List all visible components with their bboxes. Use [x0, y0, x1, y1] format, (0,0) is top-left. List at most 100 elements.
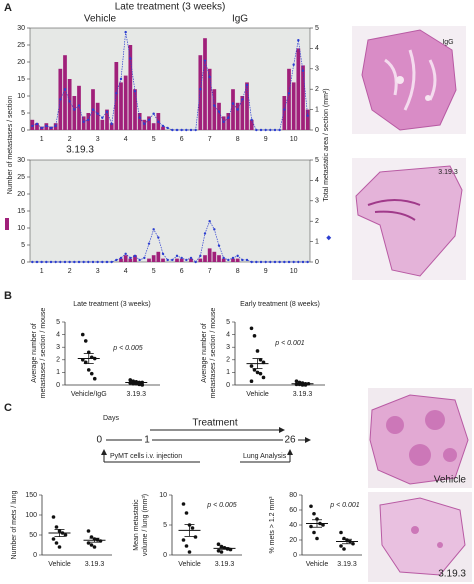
area-point	[171, 258, 174, 262]
bar	[240, 96, 245, 130]
area-point	[231, 256, 235, 260]
bar	[282, 96, 287, 130]
area-point	[222, 120, 225, 124]
y-tick-label: 5	[21, 110, 25, 117]
x-tick-label: 7	[208, 136, 212, 143]
chart-title: 3.19.3	[66, 145, 94, 156]
bar	[189, 258, 193, 262]
y-tick-label: 30	[17, 157, 25, 164]
bar	[235, 102, 240, 130]
area-point	[264, 260, 267, 264]
data-point	[261, 375, 266, 380]
chart-title: Late treatment (3 weeks)	[73, 301, 150, 308]
bar	[212, 251, 217, 262]
y-axis-label: Mean metastatic	[133, 499, 140, 551]
y-tick-label: 2	[56, 357, 60, 364]
event-label: PyMT cells i.v. injection	[110, 453, 182, 460]
area-point	[171, 128, 174, 132]
bar	[198, 55, 203, 131]
x-tick-label: 9	[264, 268, 268, 275]
bar	[198, 258, 203, 262]
area-point	[91, 108, 95, 111]
data-point	[89, 371, 94, 376]
area-point	[133, 90, 137, 93]
area-point	[152, 228, 155, 231]
bar	[100, 119, 105, 130]
area-point	[273, 260, 277, 264]
bar	[221, 258, 226, 262]
x-tick-label: Vehicle/IgG	[71, 391, 107, 398]
image-label: IgG	[442, 39, 453, 46]
p-value: p < 0.005	[112, 345, 142, 352]
area-point	[115, 92, 118, 95]
area-point	[115, 258, 118, 262]
y-tick-label: 50	[29, 532, 37, 539]
x-tick-label: 3.19.3	[293, 391, 313, 398]
area-point	[180, 256, 183, 260]
y2-tick-label: 3	[315, 198, 319, 205]
x-tick-label: 7	[208, 268, 212, 275]
x-tick-label: 3	[96, 136, 100, 143]
group-label: Vehicle	[84, 14, 117, 25]
area-point	[278, 128, 281, 132]
data-point	[54, 525, 59, 529]
bar	[217, 255, 221, 262]
event-label: Lung Analysis	[243, 453, 287, 460]
area-point	[250, 118, 253, 122]
y-tick-label: 150	[25, 492, 37, 499]
data-point	[184, 511, 189, 515]
bar	[128, 258, 133, 262]
data-point	[128, 378, 133, 382]
area-point	[292, 63, 295, 66]
area-point	[236, 108, 239, 111]
area-point	[124, 252, 127, 256]
area-point	[231, 102, 235, 105]
bar	[226, 113, 231, 130]
area-point	[87, 118, 90, 122]
data-point	[57, 545, 62, 549]
bar	[161, 258, 165, 262]
y-tick-label: 10	[159, 492, 167, 499]
bar	[86, 113, 91, 130]
p-value: p < 0.001	[274, 340, 304, 347]
bar	[217, 102, 221, 130]
data-point	[249, 379, 254, 384]
area-point	[287, 92, 291, 95]
bar	[119, 82, 123, 130]
area-point	[269, 128, 272, 132]
area-point	[73, 108, 76, 111]
data-point	[216, 542, 221, 546]
data-point	[342, 547, 346, 551]
image-label: 3.19.3	[438, 169, 458, 176]
y-tick-label: 10	[17, 225, 25, 232]
area-point	[157, 236, 160, 239]
area-point	[152, 112, 155, 115]
x-tick-label: Vehicle	[306, 561, 329, 568]
area-point	[297, 39, 300, 42]
data-point	[309, 524, 313, 529]
bar	[207, 248, 212, 262]
area-point	[31, 260, 34, 264]
data-point	[86, 529, 91, 533]
histology-image: 3.19.3	[368, 492, 472, 582]
bar	[128, 45, 133, 130]
data-point	[181, 502, 186, 506]
chart-title: Late treatment (3 weeks)	[115, 2, 226, 13]
x-tick-label: 2	[68, 136, 72, 143]
bar	[133, 89, 137, 130]
bar	[123, 255, 128, 262]
y-tick-label: 2	[226, 357, 230, 364]
bar	[296, 48, 301, 130]
y2-tick-label: 2	[315, 218, 319, 225]
data-point	[54, 541, 59, 545]
bar	[249, 119, 254, 130]
data-point	[219, 550, 224, 554]
area-point	[227, 258, 230, 262]
area-point	[283, 108, 286, 111]
data-point	[193, 535, 198, 539]
area-point	[217, 244, 221, 247]
area-point	[185, 258, 188, 262]
data-point	[80, 332, 85, 337]
area-point	[301, 69, 305, 73]
area-point	[129, 256, 132, 260]
